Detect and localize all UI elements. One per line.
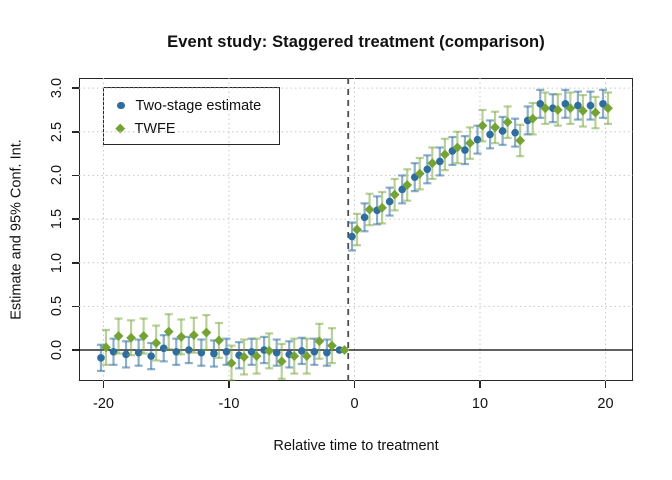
- data-point-twfe: [239, 352, 249, 362]
- data-point-two-stage-estimate: [461, 146, 469, 154]
- legend-label-two-stage: Two-stage estimate: [135, 97, 262, 114]
- data-point-two-stage-estimate: [348, 232, 356, 241]
- data-point-twfe: [327, 340, 337, 351]
- legend-label-twfe: TWFE: [134, 120, 176, 137]
- data-point-twfe: [126, 332, 136, 343]
- plot-area: [79, 78, 633, 381]
- data-point-twfe: [389, 189, 400, 200]
- series-two-stage-estimate: [96, 88, 608, 373]
- x-tick-label: 10: [471, 396, 489, 412]
- data-point-twfe: [352, 224, 362, 235]
- x-tick: [228, 381, 230, 388]
- data-point-two-stage-estimate: [398, 185, 406, 194]
- data-point-twfe: [502, 117, 513, 128]
- data-point-twfe: [276, 356, 287, 367]
- data-point-two-stage-estimate: [247, 347, 256, 356]
- data-point-twfe: [439, 149, 450, 160]
- data-point-two-stage-estimate: [423, 165, 432, 174]
- x-tick-label: 20: [597, 396, 614, 412]
- data-point-twfe: [364, 204, 375, 215]
- y-axis-title: Estimate and 95% Conf. Int.: [8, 139, 25, 320]
- data-point-two-stage-estimate: [586, 101, 595, 110]
- y-tick: [72, 218, 79, 220]
- data-point-twfe: [201, 327, 212, 338]
- data-point-two-stage-estimate: [574, 101, 582, 110]
- y-tick-label: 2.5: [49, 121, 65, 142]
- data-point-twfe: [565, 103, 576, 114]
- legend-item-twfe: TWFE: [115, 117, 279, 140]
- x-tick-label: -20: [92, 396, 114, 412]
- data-point-two-stage-estimate: [323, 348, 331, 357]
- data-point-two-stage-estimate: [97, 354, 105, 362]
- data-point-twfe: [188, 330, 199, 341]
- x-tick: [102, 381, 105, 388]
- data-point-two-stage-estimate: [210, 349, 218, 358]
- data-point-twfe: [226, 358, 237, 369]
- data-point-twfe: [515, 135, 526, 146]
- data-point-twfe: [314, 336, 325, 347]
- data-point-two-stage-estimate: [536, 100, 545, 108]
- data-point-twfe: [578, 105, 588, 116]
- data-point-twfe: [452, 142, 463, 153]
- data-point-twfe: [590, 107, 601, 118]
- data-point-two-stage-estimate: [436, 157, 444, 166]
- data-point-two-stage-estimate: [599, 100, 607, 108]
- y-tick-label: 3.0: [49, 78, 65, 99]
- data-point-two-stage-estimate: [511, 128, 519, 137]
- data-point-twfe: [251, 351, 262, 362]
- data-point-twfe: [301, 351, 312, 362]
- data-point-twfe: [151, 338, 162, 348]
- data-point-twfe: [339, 345, 350, 355]
- data-point-twfe: [377, 202, 388, 213]
- x-tick: [479, 381, 481, 388]
- y-tick-label: 1.0: [49, 252, 65, 273]
- y-tick-label: 0.5: [49, 296, 65, 317]
- legend-item-two-stage: Two-stage estimate: [117, 94, 279, 117]
- x-axis-title: Relative time to treatment: [273, 438, 439, 454]
- y-tick: [72, 305, 79, 308]
- data-point-two-stage-estimate: [486, 130, 494, 139]
- data-point-twfe: [163, 326, 174, 337]
- data-point-twfe: [289, 351, 300, 362]
- data-point-two-stage-estimate: [335, 346, 344, 354]
- data-point-two-stage-estimate: [297, 347, 306, 355]
- data-point-twfe: [402, 180, 413, 190]
- data-point-twfe: [477, 120, 488, 131]
- data-point-two-stage-estimate: [147, 352, 155, 360]
- y-tick: [72, 130, 79, 133]
- data-point-two-stage-estimate: [498, 127, 507, 135]
- data-point-twfe: [414, 168, 425, 179]
- data-point-twfe: [427, 158, 438, 169]
- legend: Two-stage estimate TWFE: [103, 87, 280, 145]
- data-point-twfe: [552, 105, 563, 115]
- data-point-two-stage-estimate: [561, 100, 570, 108]
- y-tick: [72, 349, 79, 351]
- data-point-two-stage-estimate: [222, 347, 231, 356]
- data-point-two-stage-estimate: [272, 348, 281, 357]
- x-tick: [604, 381, 607, 388]
- y-tick: [72, 174, 79, 177]
- data-point-two-stage-estimate: [360, 213, 369, 222]
- x-tick-label: -10: [218, 396, 240, 412]
- series-twfe: [101, 91, 613, 381]
- data-point-two-stage-estimate: [385, 197, 394, 206]
- data-point-two-stage-estimate: [310, 347, 319, 356]
- data-point-twfe: [465, 138, 475, 149]
- data-point-twfe: [214, 335, 224, 346]
- data-point-twfe: [490, 122, 500, 133]
- x-tick-label: 0: [350, 396, 359, 412]
- data-point-twfe: [176, 332, 187, 342]
- y-tick: [72, 87, 79, 89]
- data-point-twfe: [264, 345, 275, 356]
- y-tick-label: 0.0: [49, 339, 65, 361]
- y-tick: [72, 261, 79, 264]
- y-tick-label: 2.0: [49, 165, 65, 186]
- x-tick: [353, 381, 356, 388]
- circle-marker-icon: [117, 101, 125, 110]
- chart-title: Event study: Staggered treatment (compar…: [167, 33, 545, 51]
- y-tick-label: 1.5: [49, 208, 65, 230]
